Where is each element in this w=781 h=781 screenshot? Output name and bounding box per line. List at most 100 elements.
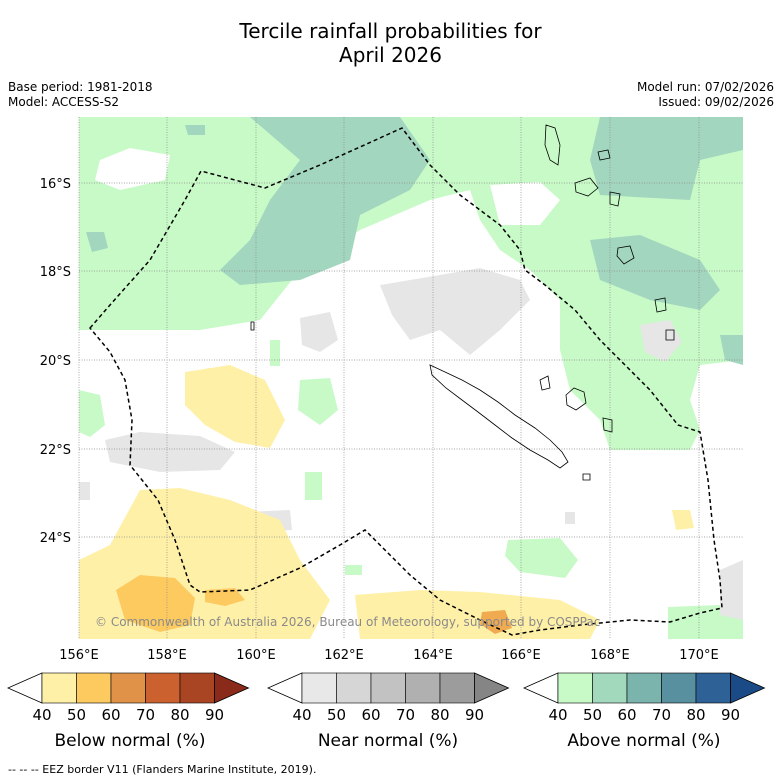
vanuatu-island-3 (597, 149, 611, 161)
title-line-1: Tercile rainfall probabilities for (239, 19, 542, 43)
near-normal-patch-2 (105, 432, 235, 472)
above-normal-mid-region-6 (185, 125, 205, 135)
issued-date: Issued: 09/02/2026 (658, 95, 774, 109)
vanuatu-island-7 (665, 329, 675, 341)
model-run: Model run: 07/02/2026 (636, 80, 774, 94)
lat-label-22: 22°S (40, 443, 71, 458)
vanuatu-island-4 (609, 191, 621, 207)
above-colorbar-segment (557, 672, 593, 704)
lon-label-168: 168°E (590, 648, 630, 663)
near-colorbar-segment (301, 672, 337, 704)
above-normal-mid-region-2 (590, 117, 743, 200)
colorbar-below-label: Below normal (%) (54, 731, 206, 751)
above-normal-patch-8 (345, 565, 362, 575)
above-colorbar-segment (695, 672, 731, 704)
above-colorbar-tick: 90 (721, 706, 740, 724)
below-colorbar-tick: 80 (170, 706, 189, 724)
above-colorbar-segment (626, 672, 662, 704)
near-colorbar-tick: 80 (430, 706, 449, 724)
meta-right: Model run: 07/02/2026 Issued: 09/02/2026 (637, 80, 774, 110)
near-colorbar-tick: 70 (396, 706, 415, 724)
gridlines (78, 117, 743, 639)
white-gap-vanuatu (490, 182, 560, 225)
lon-label-162: 162°E (324, 648, 364, 663)
copyright-text: © Commonwealth of Australia 2026, Bureau… (95, 615, 600, 629)
near-colorbar-tick: 90 (465, 706, 484, 724)
near-colorbar-tick: 50 (327, 706, 346, 724)
below-normal-mid-patch-2 (205, 588, 245, 606)
below-colorbar-right-arrow (214, 672, 250, 704)
lon-labels: 156°E 158°E 160°E 162°E 164°E 166°E 168°… (59, 648, 719, 663)
lat-label-24: 24°S (40, 531, 71, 546)
isle-of-pines (582, 473, 591, 481)
lat-label-16: 16°S (40, 177, 71, 192)
below-colorbar-segment (179, 672, 215, 704)
vanuatu-island-6 (654, 297, 667, 313)
near-normal-patch-6 (720, 560, 743, 620)
below-normal-mid-patch-1 (116, 575, 195, 632)
lon-label-164: 164°E (413, 648, 453, 663)
below-colorbar-left-arrow (7, 672, 43, 704)
below-colorbar-tick: 70 (136, 706, 155, 724)
above-normal-mid-region-4 (720, 335, 743, 365)
above-normal-patch-3 (79, 390, 105, 437)
base-period: Base period: 1981-2018 (8, 80, 153, 94)
near-colorbar-segment (336, 672, 372, 704)
near-colorbar-tick: 40 (292, 706, 311, 724)
map-field (79, 117, 743, 639)
below-colorbar-tick: 90 (205, 706, 224, 724)
colorbar-near: 40 50 60 70 80 90 (267, 672, 510, 724)
vanuatu-island-1 (544, 124, 561, 166)
map-title: Tercile rainfall probabilities for April… (0, 19, 781, 67)
above-normal-region-north (79, 117, 743, 450)
near-colorbar-tick: 60 (361, 706, 380, 724)
above-colorbar-right-arrow (730, 672, 766, 704)
vanuatu-island-2 (574, 177, 599, 197)
loyalty-island-3 (602, 417, 613, 433)
colorbar-above: 40 50 60 70 80 90 (523, 672, 766, 724)
near-normal-patch-8 (565, 512, 575, 524)
lon-label-158: 158°E (147, 648, 187, 663)
above-colorbar-tick: 70 (652, 706, 671, 724)
above-colorbar-tick: 60 (617, 706, 636, 724)
near-colorbar-segment (405, 672, 441, 704)
colorbar-near-label: Near normal (%) (317, 731, 459, 751)
colorbar-below: 40 50 60 70 80 90 (7, 672, 250, 724)
below-normal-patch-1 (185, 365, 285, 448)
loyalty-island-1 (565, 387, 587, 411)
eez-border (89, 127, 723, 636)
above-colorbar-left-arrow (523, 672, 559, 704)
near-colorbar-left-arrow (267, 672, 303, 704)
above-normal-patch-7 (270, 340, 280, 366)
near-colorbar-right-arrow (474, 672, 510, 704)
colorbar-above-label: Above normal (%) (567, 731, 721, 751)
below-normal-patch-4 (672, 510, 694, 530)
new-caledonia-island (429, 364, 569, 469)
below-colorbar-tick: 40 (32, 706, 51, 724)
white-gap-north (95, 148, 170, 190)
model-name: Model: ACCESS-S2 (8, 95, 120, 109)
near-normal-patch-1 (380, 268, 530, 355)
above-normal-mid-region-3 (590, 235, 720, 310)
above-colorbar-tick: 50 (583, 706, 602, 724)
near-colorbar-segment (439, 672, 475, 704)
below-colorbar-segment (145, 672, 181, 704)
above-normal-patch-6 (305, 472, 322, 500)
near-normal-patch-4 (640, 320, 682, 362)
above-colorbar-segment (661, 672, 697, 704)
lat-label-20: 20°S (40, 354, 71, 369)
above-normal-mid-region-5 (86, 232, 108, 252)
below-colorbar-segment (110, 672, 146, 704)
above-normal-patch-2 (298, 378, 338, 425)
below-colorbar-segment (41, 672, 77, 704)
small-island-west (250, 321, 255, 331)
above-colorbar-tick: 80 (686, 706, 705, 724)
below-colorbar-tick: 60 (101, 706, 120, 724)
meta-left: Base period: 1981-2018 Model: ACCESS-S2 (8, 80, 153, 110)
lon-label-160: 160°E (236, 648, 276, 663)
title-line-2: April 2026 (339, 43, 442, 67)
above-normal-patch-4 (505, 538, 578, 578)
loyalty-island-2 (539, 375, 551, 391)
below-colorbar-tick: 50 (67, 706, 86, 724)
